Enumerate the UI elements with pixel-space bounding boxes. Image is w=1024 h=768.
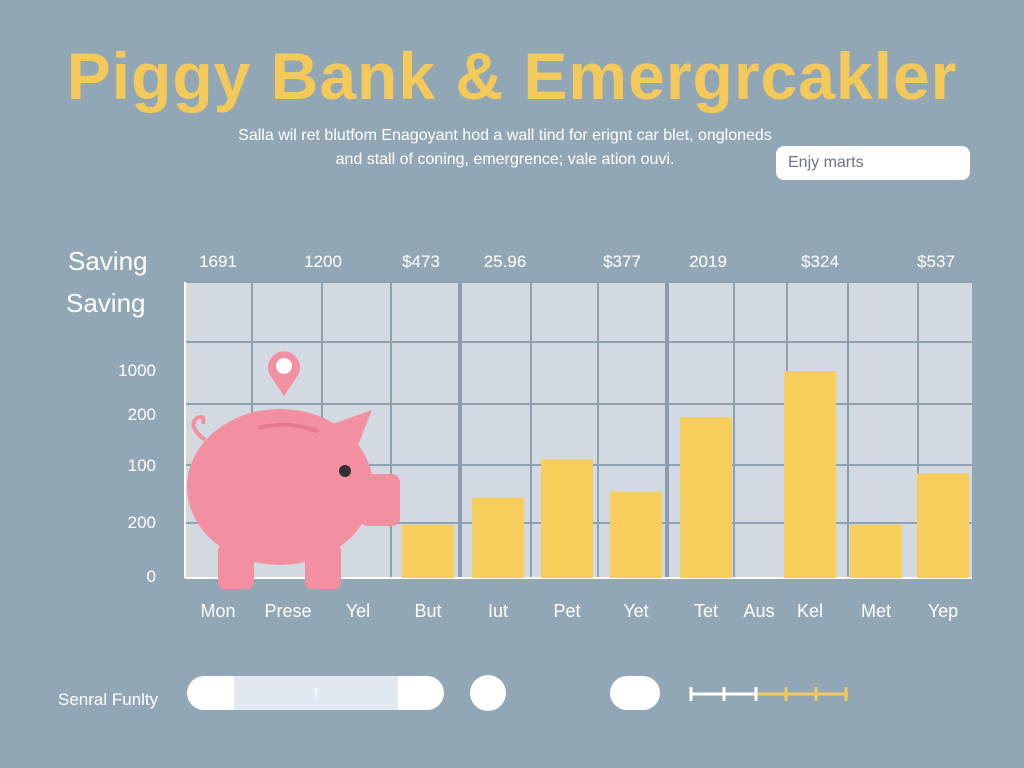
- x-tick-label: Iut: [487, 601, 509, 621]
- page-title: Piggy Bank & Emergrcakler: [66, 39, 958, 113]
- y-tick-label: 1000: [118, 361, 156, 380]
- bar-But: [402, 524, 454, 578]
- x-tick-label: Tet: [693, 601, 719, 621]
- top-value-label: $473: [402, 252, 440, 271]
- bar-Pet: [541, 459, 593, 578]
- top-value-label: $324: [801, 252, 839, 271]
- x-tick-label: Prese: [264, 601, 312, 621]
- top-value-label: 1200: [304, 252, 342, 271]
- x-tick-label: Pet: [553, 601, 581, 621]
- top-value-label: $537: [917, 252, 955, 271]
- y-tick-label: 200: [127, 405, 156, 424]
- bar-Met: [850, 524, 902, 578]
- subtitle: Salla wil ret blutfom Enagoyant hod a wa…: [238, 127, 772, 168]
- slider-thumb[interactable]: T: [234, 676, 398, 710]
- bar-Iut: [472, 497, 524, 578]
- toggle-button[interactable]: [610, 676, 660, 710]
- x-tick-label: Kel: [796, 601, 824, 621]
- radio-button[interactable]: [470, 675, 506, 711]
- x-tick-label: Yep: [927, 601, 959, 621]
- y-axis-label: Saving: [68, 246, 148, 276]
- x-tick-label: But: [414, 601, 442, 621]
- y-tick-label: 0: [146, 567, 156, 586]
- bar-Yet: [610, 491, 662, 578]
- bar-Tet: [680, 417, 732, 578]
- y-tick-label: 100: [127, 456, 156, 475]
- range-slider[interactable]: T: [187, 676, 444, 710]
- bar-Kel: [784, 371, 836, 578]
- search-input[interactable]: Enjy marts: [776, 146, 970, 180]
- bar-Yep: [917, 473, 969, 578]
- x-tick-label: Met: [860, 601, 892, 621]
- top-value-label: 1691: [199, 252, 237, 271]
- x-tick-label: Yel: [345, 601, 371, 621]
- step-slider[interactable]: [688, 684, 854, 704]
- piggy-bank-icon: [187, 351, 400, 589]
- top-value-label: 25.96: [483, 252, 527, 271]
- x-tick-label: Aus: [743, 601, 775, 621]
- top-value-label: $377: [603, 252, 641, 271]
- y-tick-label: 200: [127, 513, 156, 532]
- x-tick-label: Yet: [623, 601, 649, 621]
- top-value-label: 2019: [689, 252, 727, 271]
- x-tick-label: Mon: [200, 601, 236, 621]
- y-axis-label: Saving: [66, 288, 146, 318]
- footer-label: Senral Funlty: [58, 690, 159, 709]
